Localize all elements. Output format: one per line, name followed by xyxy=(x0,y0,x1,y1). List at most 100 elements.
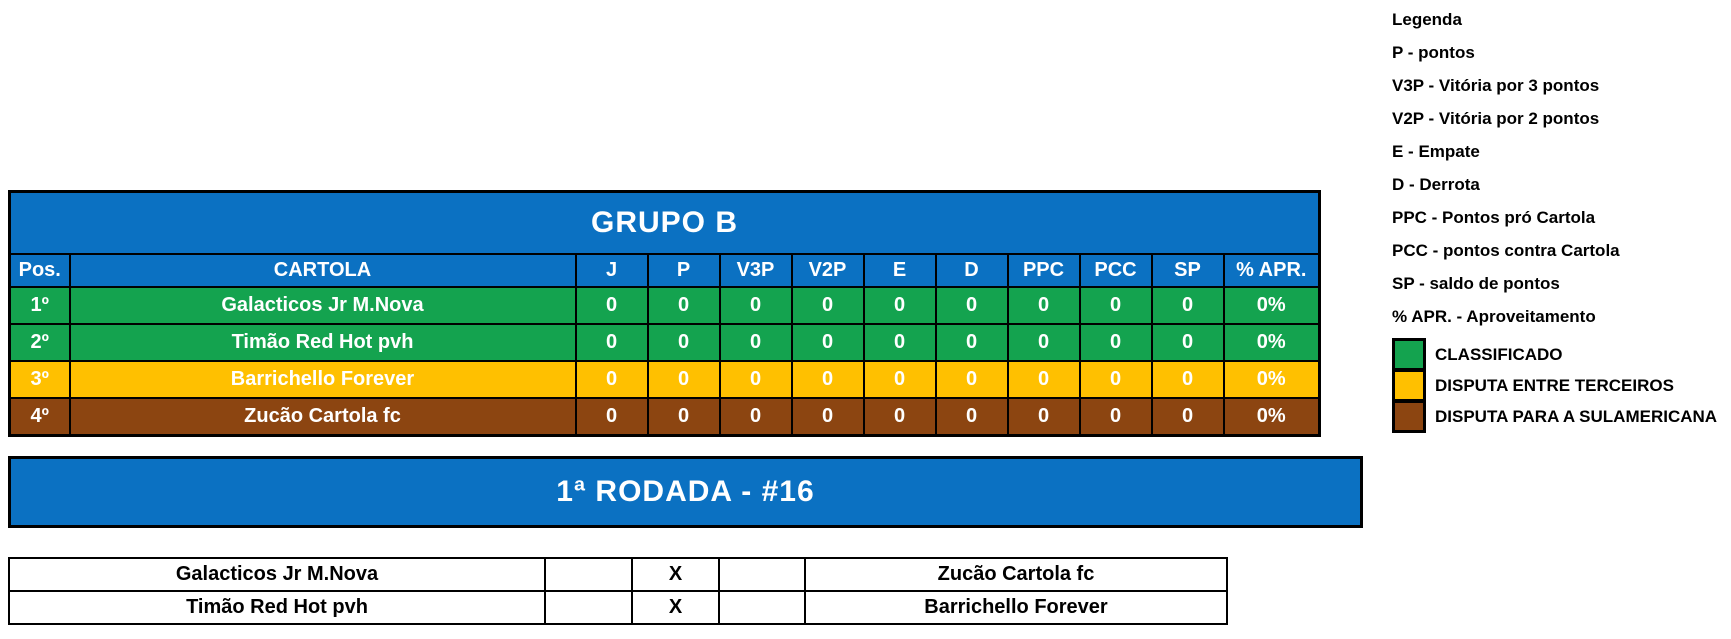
stat-cell: 0 xyxy=(1150,323,1225,362)
stat-cell: 0 xyxy=(1006,397,1081,437)
legend-item-sp: SP - saldo de pontos xyxy=(1392,274,1560,293)
column-header-pos: Pos. xyxy=(8,253,71,288)
position-cell: 3º xyxy=(8,360,71,399)
stat-cell: 0 xyxy=(1078,360,1153,399)
stat-cell: 0 xyxy=(1078,397,1153,437)
position-cell: 2º xyxy=(8,323,71,362)
versus-cell: X xyxy=(631,557,720,592)
column-header-apr: % APR. xyxy=(1222,253,1321,288)
stat-cell: 0 xyxy=(862,286,937,325)
column-header-ppc: PPC xyxy=(1006,253,1081,288)
stat-cell: 0 xyxy=(574,360,649,399)
team-cell: Timão Red Hot pvh xyxy=(68,323,577,362)
position-cell: 1º xyxy=(8,286,71,325)
away-score-cell xyxy=(718,557,806,592)
home-score-cell xyxy=(544,557,633,592)
stat-cell: 0 xyxy=(1150,397,1225,437)
legend-title: Legenda xyxy=(1392,10,1462,29)
classificado-color-swatch xyxy=(1392,338,1426,371)
stat-cell: 0 xyxy=(718,397,793,437)
legend-item-e: E - Empate xyxy=(1392,142,1480,161)
home-team-cell: Galacticos Jr M.Nova xyxy=(8,557,546,592)
standings-row: 1º Galacticos Jr M.Nova 0 0 0 0 0 0 0 0 … xyxy=(8,286,1321,325)
home-score-cell xyxy=(544,590,633,625)
fixtures-table: Galacticos Jr M.Nova X Zucão Cartola fc … xyxy=(8,557,1228,625)
round-title: 1ª RODADA - #16 xyxy=(556,475,815,508)
column-header-v3p: V3P xyxy=(718,253,793,288)
legend-item-ppc: PPC - Pontos pró Cartola xyxy=(1392,208,1596,227)
stat-cell: 0 xyxy=(1006,323,1081,362)
stat-cell: 0 xyxy=(1006,286,1081,325)
stat-cell: 0 xyxy=(862,360,937,399)
away-team-cell: Zucão Cartola fc xyxy=(804,557,1228,592)
disputa-terceiros-color-swatch xyxy=(1392,369,1426,402)
stat-cell: 0 xyxy=(1078,286,1153,325)
legend: Legenda P - pontos V3P - Vitória por 3 p… xyxy=(1392,10,1717,433)
round-banner: 1ª RODADA - #16 xyxy=(8,456,1363,528)
away-score-cell xyxy=(718,590,806,625)
standings-row: 2º Timão Red Hot pvh 0 0 0 0 0 0 0 0 0 0… xyxy=(8,323,1321,362)
apr-cell: 0% xyxy=(1222,286,1321,325)
fixture-row: Galacticos Jr M.Nova X Zucão Cartola fc xyxy=(8,557,1228,592)
stat-cell: 0 xyxy=(574,286,649,325)
column-header-d: D xyxy=(934,253,1009,288)
group-title-row: GRUPO B xyxy=(8,190,1321,255)
column-header-v2p: V2P xyxy=(790,253,865,288)
column-header-sp: SP xyxy=(1150,253,1225,288)
standings-row: 4º Zucão Cartola fc 0 0 0 0 0 0 0 0 0 0% xyxy=(8,397,1321,437)
stat-cell: 0 xyxy=(790,323,865,362)
legend-item-pcc: PCC - pontos contra Cartola xyxy=(1392,241,1620,260)
legend-item-v3p: V3P - Vitória por 3 pontos xyxy=(1392,76,1600,95)
team-cell: Galacticos Jr M.Nova xyxy=(68,286,577,325)
legend-item-p: P - pontos xyxy=(1392,43,1475,62)
stat-cell: 0 xyxy=(862,397,937,437)
standings-header-row: Pos. CARTOLA J P V3P V2P E D PPC PCC SP … xyxy=(8,253,1321,288)
legend-item-d: D - Derrota xyxy=(1392,175,1480,194)
stat-cell: 0 xyxy=(862,323,937,362)
stat-cell: 0 xyxy=(574,397,649,437)
column-header-j: J xyxy=(574,253,649,288)
team-cell: Barrichello Forever xyxy=(68,360,577,399)
stat-cell: 0 xyxy=(646,397,721,437)
stat-cell: 0 xyxy=(1078,323,1153,362)
home-team-cell: Timão Red Hot pvh xyxy=(8,590,546,625)
stat-cell: 0 xyxy=(1006,360,1081,399)
apr-cell: 0% xyxy=(1222,360,1321,399)
swatch-label: DISPUTA PARA A SULAMERICANA xyxy=(1435,407,1718,426)
stat-cell: 0 xyxy=(574,323,649,362)
standings-table: GRUPO B Pos. CARTOLA J P V3P V2P E D PPC… xyxy=(8,190,1322,437)
legend-item-v2p: V2P - Vitória por 2 pontos xyxy=(1392,109,1600,128)
stat-cell: 0 xyxy=(934,323,1009,362)
apr-cell: 0% xyxy=(1222,323,1321,362)
group-title: GRUPO B xyxy=(8,190,1321,255)
stat-cell: 0 xyxy=(718,360,793,399)
stat-cell: 0 xyxy=(790,286,865,325)
away-team-cell: Barrichello Forever xyxy=(804,590,1228,625)
position-cell: 4º xyxy=(8,397,71,437)
stat-cell: 0 xyxy=(934,397,1009,437)
stat-cell: 0 xyxy=(790,397,865,437)
legend-item-apr: % APR. - Aproveitamento xyxy=(1392,307,1596,326)
apr-cell: 0% xyxy=(1222,397,1321,437)
team-cell: Zucão Cartola fc xyxy=(68,397,577,437)
stat-cell: 0 xyxy=(646,323,721,362)
stat-cell: 0 xyxy=(790,360,865,399)
column-header-team: CARTOLA xyxy=(68,253,577,288)
standings-row: 3º Barrichello Forever 0 0 0 0 0 0 0 0 0… xyxy=(8,360,1321,399)
swatch-label: DISPUTA ENTRE TERCEIROS xyxy=(1435,376,1674,395)
fixture-row: Timão Red Hot pvh X Barrichello Forever xyxy=(8,590,1228,625)
legend-swatch-row: DISPUTA ENTRE TERCEIROS xyxy=(1392,369,1717,402)
column-header-pcc: PCC xyxy=(1078,253,1153,288)
stat-cell: 0 xyxy=(934,286,1009,325)
stat-cell: 0 xyxy=(1150,360,1225,399)
stat-cell: 0 xyxy=(934,360,1009,399)
legend-swatch-row: DISPUTA PARA A SULAMERICANA xyxy=(1392,400,1717,433)
column-header-p: P xyxy=(646,253,721,288)
stat-cell: 0 xyxy=(646,360,721,399)
legend-swatch-row: CLASSIFICADO xyxy=(1392,338,1717,371)
swatch-label: CLASSIFICADO xyxy=(1435,345,1563,364)
stat-cell: 0 xyxy=(718,323,793,362)
stat-cell: 0 xyxy=(1150,286,1225,325)
disputa-sulamericana-color-swatch xyxy=(1392,400,1426,433)
column-header-e: E xyxy=(862,253,937,288)
